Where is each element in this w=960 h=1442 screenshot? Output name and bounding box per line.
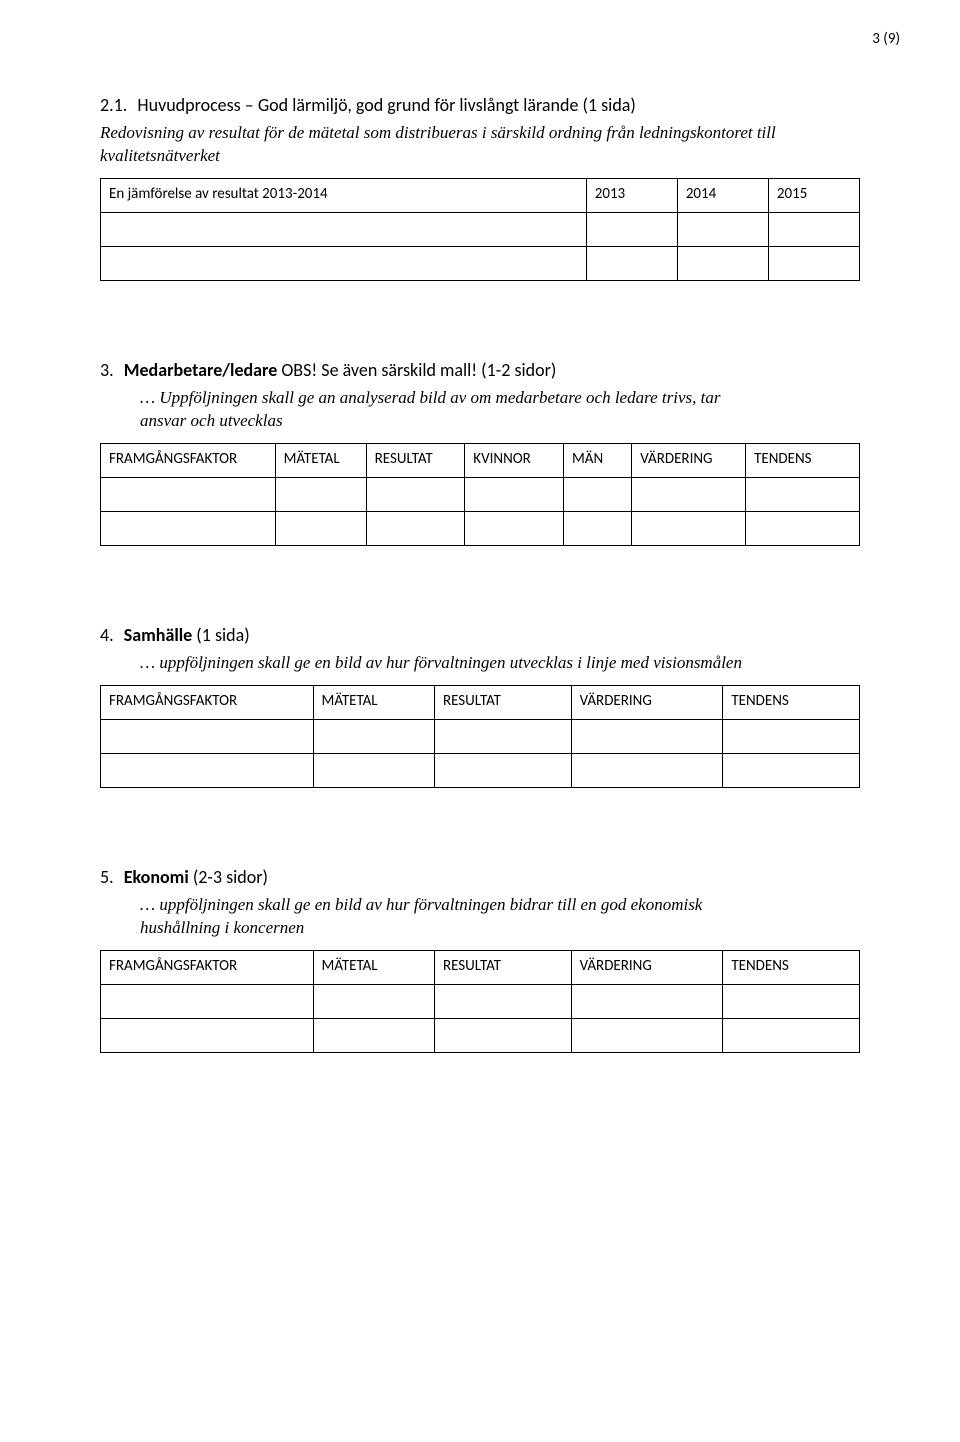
section-2-1-text: Huvudprocess – God lärmiljö, god grund f…	[137, 94, 635, 116]
section-2-1-subtext: Redovisning av resultat för de mätetal s…	[100, 122, 860, 168]
col-header: MÄTETAL	[275, 443, 366, 477]
col-header: MÄN	[563, 443, 631, 477]
section-3-num: 3.	[100, 359, 114, 381]
table-row	[101, 246, 860, 280]
section-4-subtext: … uppföljningen skall ge en bild av hur …	[100, 652, 860, 675]
col-header: 2013	[586, 178, 677, 212]
table-row	[101, 719, 860, 753]
section-5-subtext: … uppföljningen skall ge en bild av hur …	[100, 894, 860, 940]
section-4-num: 4.	[100, 624, 114, 646]
table-row	[101, 753, 860, 787]
col-header: TENDENS	[723, 685, 860, 719]
section-5-heading: 5. Ekonomi (2-3 sidor)	[100, 866, 860, 888]
col-header: FRAMGÅNGSFAKTOR	[101, 443, 276, 477]
col-header: 2014	[677, 178, 768, 212]
section-3-bold: Medarbetare/ledare	[124, 359, 278, 381]
col-header: KVINNOR	[465, 443, 564, 477]
col-header: VÄRDERING	[632, 443, 746, 477]
section-3-rest: OBS! Se även särskild mall! (1-2 sidor)	[277, 359, 556, 381]
table-row: FRAMGÅNGSFAKTOR MÄTETAL RESULTAT KVINNOR…	[101, 443, 860, 477]
col-header: 2015	[768, 178, 859, 212]
subtext-line: … uppföljningen skall ge en bild av hur …	[140, 895, 702, 914]
table-row	[101, 984, 860, 1018]
col-header: VÄRDERING	[571, 685, 723, 719]
table-3: FRAMGÅNGSFAKTOR MÄTETAL RESULTAT KVINNOR…	[100, 443, 860, 546]
table-row: En jämförelse av resultat 2013-2014 2013…	[101, 178, 860, 212]
table-row	[101, 212, 860, 246]
section-3-heading: 3. Medarbetare/ledare OBS! Se även särsk…	[100, 359, 860, 381]
table-row: FRAMGÅNGSFAKTOR MÄTETAL RESULTAT VÄRDERI…	[101, 685, 860, 719]
col-header: En jämförelse av resultat 2013-2014	[101, 178, 587, 212]
page-number: 3 (9)	[872, 30, 900, 48]
table-row	[101, 477, 860, 511]
section-2-1-num: 2.1.	[100, 94, 127, 116]
page-container: 3 (9) 2.1. Huvudprocess – God lärmiljö, …	[0, 0, 960, 1442]
table-5: FRAMGÅNGSFAKTOR MÄTETAL RESULTAT VÄRDERI…	[100, 950, 860, 1053]
col-header: FRAMGÅNGSFAKTOR	[101, 685, 314, 719]
col-header: RESULTAT	[366, 443, 465, 477]
subtext-line: hushållning i koncernen	[140, 918, 304, 937]
section-5-num: 5.	[100, 866, 114, 888]
table-2-1: En jämförelse av resultat 2013-2014 2013…	[100, 178, 860, 281]
col-header: RESULTAT	[434, 685, 571, 719]
section-4-rest: (1 sida)	[192, 624, 249, 646]
section-3-subtext: … Uppföljningen skall ge an analyserad b…	[100, 387, 860, 433]
table-row: FRAMGÅNGSFAKTOR MÄTETAL RESULTAT VÄRDERI…	[101, 950, 860, 984]
section-5-bold: Ekonomi	[124, 866, 189, 888]
subtext-line: ansvar och utvecklas	[140, 411, 283, 430]
section-4-bold: Samhälle	[124, 624, 192, 646]
table-row	[101, 511, 860, 545]
table-row	[101, 1018, 860, 1052]
section-4-heading: 4. Samhälle (1 sida)	[100, 624, 860, 646]
col-header: TENDENS	[723, 950, 860, 984]
col-header: VÄRDERING	[571, 950, 723, 984]
table-4: FRAMGÅNGSFAKTOR MÄTETAL RESULTAT VÄRDERI…	[100, 685, 860, 788]
section-2-1-heading: 2.1. Huvudprocess – God lärmiljö, god gr…	[100, 94, 860, 116]
col-header: MÄTETAL	[313, 950, 434, 984]
col-header: TENDENS	[746, 443, 860, 477]
col-header: MÄTETAL	[313, 685, 434, 719]
section-5-rest: (2-3 sidor)	[189, 866, 268, 888]
col-header: FRAMGÅNGSFAKTOR	[101, 950, 314, 984]
col-header: RESULTAT	[434, 950, 571, 984]
subtext-line: … Uppföljningen skall ge an analyserad b…	[140, 388, 720, 407]
